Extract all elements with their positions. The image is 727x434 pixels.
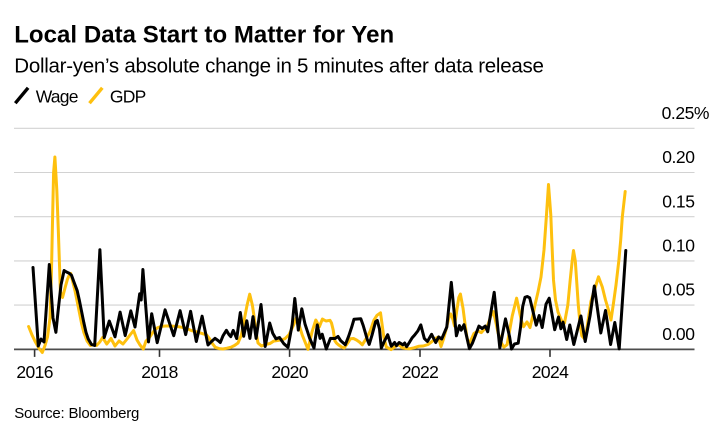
svg-text:Dollar-yen’s absolute change i: Dollar-yen’s absolute change in 5 minute…	[14, 55, 543, 78]
svg-text:GDP: GDP	[110, 87, 146, 107]
svg-text:0.25%: 0.25%	[662, 103, 709, 123]
svg-text:Wage: Wage	[36, 87, 78, 107]
svg-text:0.05: 0.05	[662, 280, 694, 300]
svg-text:0.10: 0.10	[662, 236, 695, 256]
svg-text:2020: 2020	[271, 362, 308, 382]
svg-text:0.20: 0.20	[662, 147, 695, 167]
svg-text:2018: 2018	[141, 362, 178, 382]
svg-text:2024: 2024	[532, 362, 569, 382]
svg-text:0.15: 0.15	[662, 191, 694, 211]
svg-text:Local Data Start to Matter for: Local Data Start to Matter for Yen	[14, 22, 394, 49]
svg-text:2022: 2022	[402, 362, 439, 382]
svg-text:0.00: 0.00	[662, 324, 695, 344]
svg-text:2016: 2016	[16, 362, 53, 382]
svg-text:Source: Bloomberg: Source: Bloomberg	[14, 405, 139, 422]
